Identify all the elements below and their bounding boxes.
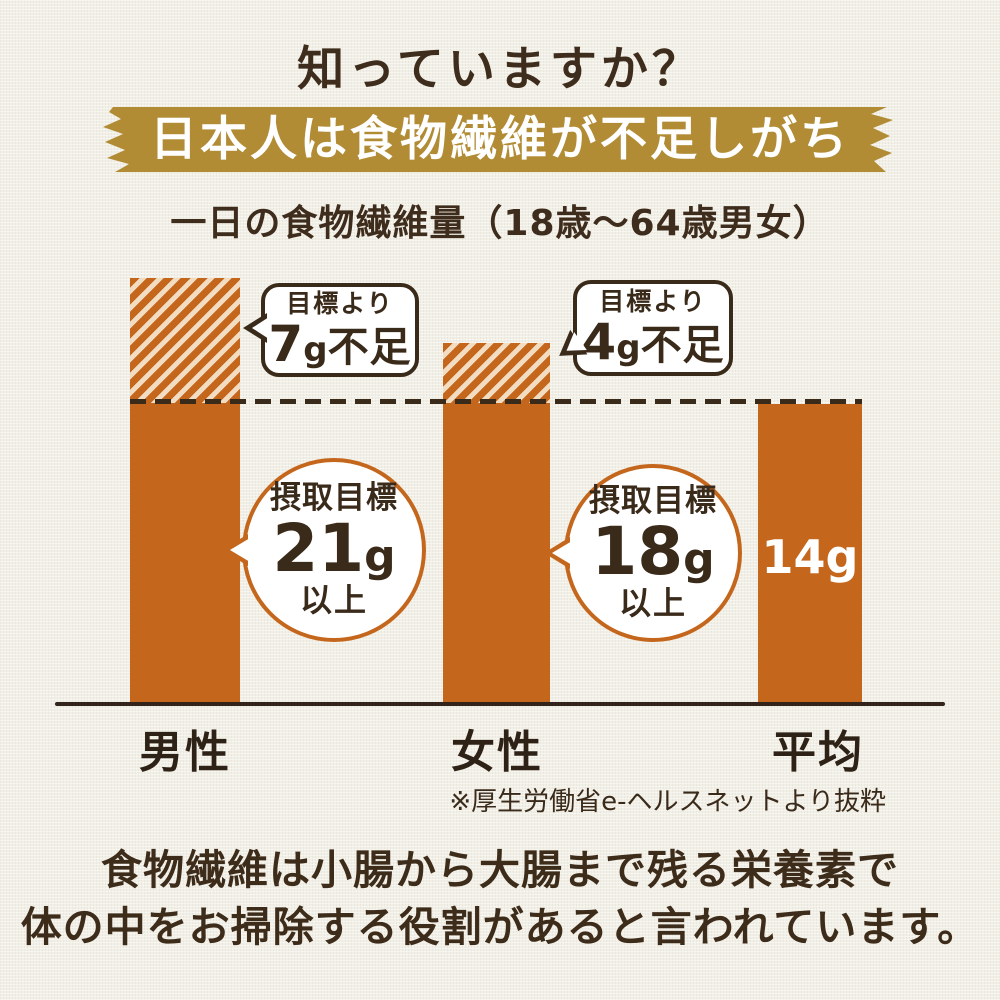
- shortage-male-number: 7: [268, 314, 304, 373]
- target-badge-male: 摂取目標 21g 以上: [222, 458, 426, 642]
- bar-female-solid: [443, 403, 550, 703]
- intake-level-dashed-line: [130, 399, 862, 404]
- axis-label-average: 平均: [772, 727, 864, 778]
- target-female-unit: g: [683, 534, 715, 586]
- shortage-male-unit: g: [303, 329, 328, 370]
- axis-label-female: 女性: [451, 727, 543, 778]
- badge-pointer-icon: [544, 537, 572, 569]
- chart-subtitle: 一日の食物繊維量（18歳〜64歳男女）: [170, 203, 830, 244]
- target-female-label: 摂取目標: [589, 482, 717, 519]
- target-male-label: 摂取目標: [270, 479, 398, 516]
- footer-text: 食物繊維は小腸から大腸まで残る栄養素で 体の中をお掃除する役割があると言われてい…: [0, 842, 1000, 955]
- shortage-female-unit: g: [616, 327, 641, 368]
- shortage-male-word: 不足: [327, 322, 412, 371]
- target-male-suffix: 以上: [299, 581, 368, 620]
- ribbon-banner: 日本人は食物繊維が不足しがち: [103, 107, 893, 172]
- target-female-suffix: 以上: [618, 584, 687, 623]
- axis-label-male: 男性: [139, 727, 231, 778]
- shortage-callout-female: 目標より 4g不足: [550, 280, 733, 376]
- target-male-number: 21: [272, 510, 365, 588]
- target-female-number: 18: [591, 513, 684, 591]
- axis-baseline: [55, 702, 945, 706]
- bar-male-solid: [130, 403, 240, 703]
- average-bar-value-label: 14g: [761, 530, 859, 584]
- shortage-callout-female-line1: 目標より: [599, 287, 707, 316]
- badge-pointer-icon: [222, 534, 250, 566]
- footer-line-2: 体の中をお掃除する役割があると言われています。: [20, 902, 980, 951]
- shortage-female-number: 4: [581, 312, 617, 371]
- callout-pointer-icon: [243, 313, 269, 343]
- page-title: 知っていますか？: [297, 42, 703, 97]
- target-badge-female: 摂取目標 18g 以上: [544, 464, 742, 642]
- shortage-callout-female-line2: 4g不足: [581, 312, 725, 371]
- shortage-callout-male-line1: 目標より: [286, 289, 394, 318]
- source-note: ※厚生労働省e-ヘルスネットより抜粋: [449, 787, 886, 817]
- banner-text: 日本人は食物繊維が不足しがち: [150, 112, 850, 167]
- bar-male-shortage-hatch: [130, 278, 240, 404]
- shortage-callout-male: 目標より 7g不足: [243, 283, 419, 377]
- footer-line-1: 食物繊維は小腸から大腸まで残る栄養素で: [101, 846, 899, 894]
- bar-average-solid: [758, 404, 862, 703]
- shortage-callout-male-line2: 7g不足: [268, 314, 412, 373]
- bar-female-shortage-hatch: [443, 343, 550, 404]
- target-male-unit: g: [364, 531, 396, 583]
- target-male-value: 21g: [272, 516, 395, 582]
- shortage-female-word: 不足: [640, 320, 725, 369]
- target-female-value: 18g: [591, 519, 714, 585]
